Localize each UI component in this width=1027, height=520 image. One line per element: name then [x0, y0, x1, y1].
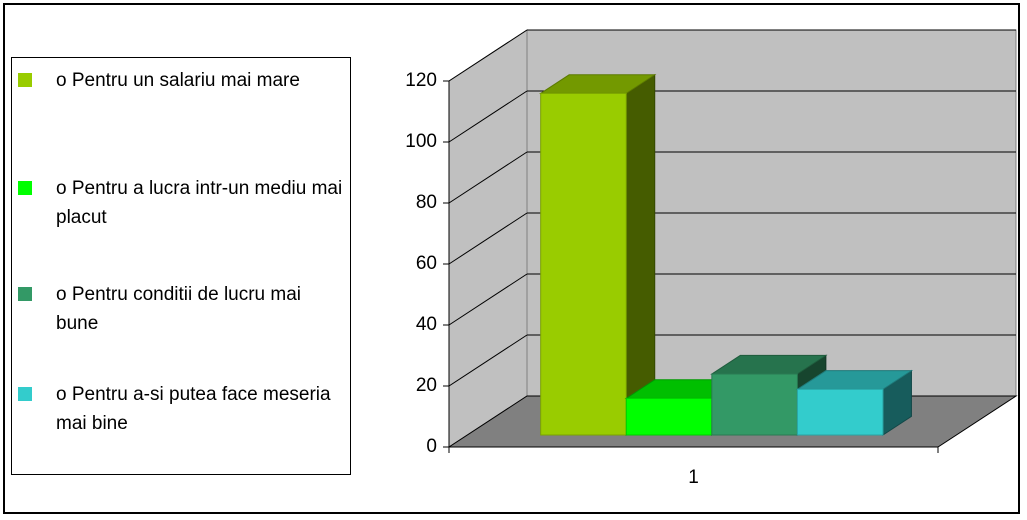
legend-label: o Pentru a lucra intr-un mediu mai placu… [56, 178, 343, 228]
grid-line [448, 273, 528, 326]
y-tick-label: 120 [405, 70, 437, 91]
grid-line [448, 90, 528, 143]
y-tick-label: 20 [416, 375, 437, 396]
bar [711, 373, 798, 436]
chart-frame [3, 3, 1020, 514]
legend-swatch [18, 287, 32, 301]
y-tick-label: 100 [405, 131, 437, 152]
legend-label: o Pentru un salariu mai mare [56, 70, 300, 91]
y-tick-label: 40 [416, 314, 437, 335]
grid-line [448, 151, 528, 204]
bar [540, 92, 627, 436]
grid-line [448, 334, 528, 387]
legend-swatch [18, 181, 32, 195]
y-tick-label: 80 [416, 192, 437, 213]
y-tick-label: 60 [416, 253, 437, 274]
legend-swatch [18, 73, 32, 87]
legend-swatch [18, 387, 32, 401]
legend: o Pentru un salariu mai mare o Pentru a l… [11, 57, 351, 475]
grid-line [448, 29, 528, 82]
bar [796, 388, 884, 436]
legend-label: o Pentru conditii de lucru mai bune [56, 284, 302, 334]
y-tick-label: 0 [426, 436, 437, 457]
bar-side [625, 73, 656, 436]
grid-line [448, 212, 528, 265]
legend-label: o Pentru a-si putea face meseria mai bin… [56, 384, 331, 434]
bar [625, 397, 713, 436]
x-tick-label: 1 [688, 467, 699, 488]
